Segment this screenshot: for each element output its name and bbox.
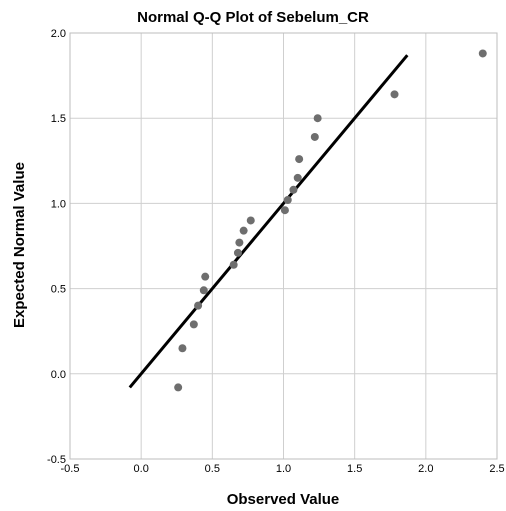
- data-point: [194, 301, 203, 310]
- x-axis-ticks: -0.5 0.0 0.5 1.0 1.5 2.0 2.5: [61, 463, 505, 475]
- grid-lines: [69, 32, 498, 460]
- x-tick-label: 2.5: [489, 463, 504, 475]
- data-point: [289, 185, 298, 194]
- data-point: [390, 90, 399, 99]
- data-point: [199, 286, 208, 295]
- data-point: [280, 206, 289, 215]
- y-axis-title: Expected Normal Value: [11, 162, 28, 328]
- data-point: [229, 260, 238, 269]
- data-point: [295, 155, 304, 164]
- y-tick-label: 0.5: [51, 284, 66, 296]
- data-point: [189, 320, 198, 329]
- data-point: [239, 226, 248, 235]
- data-point: [313, 114, 322, 123]
- x-tick-label: 2.0: [418, 463, 433, 475]
- plot-frame: [69, 32, 498, 460]
- y-axis-ticks: -0.5 0.0 0.5 1.0 1.5 2.0: [47, 28, 66, 466]
- x-tick-label: -0.5: [61, 463, 80, 475]
- data-point: [293, 173, 302, 182]
- data-point: [478, 49, 487, 58]
- data-point: [235, 238, 244, 247]
- reference-line: [128, 54, 409, 389]
- x-tick-label: 0.0: [134, 463, 149, 475]
- data-point: [178, 344, 187, 353]
- y-tick-label: 0.0: [51, 369, 66, 381]
- data-point: [233, 248, 242, 257]
- data-point: [174, 383, 183, 392]
- x-axis-title: Observed Value: [227, 491, 340, 508]
- data-point: [283, 195, 292, 204]
- data-point: [246, 216, 255, 225]
- x-tick-label: 1.5: [347, 463, 362, 475]
- data-point: [310, 132, 319, 141]
- x-tick-label: 0.5: [205, 463, 220, 475]
- y-tick-label: 2.0: [51, 28, 66, 40]
- data-point: [201, 272, 210, 281]
- data-points: [174, 49, 487, 392]
- y-tick-label: 1.5: [51, 113, 66, 125]
- chart-title: Normal Q-Q Plot of Sebelum_CR: [137, 9, 369, 26]
- y-tick-label: 1.0: [51, 198, 66, 210]
- x-tick-label: 1.0: [276, 463, 291, 475]
- y-tick-label: -0.5: [47, 454, 66, 466]
